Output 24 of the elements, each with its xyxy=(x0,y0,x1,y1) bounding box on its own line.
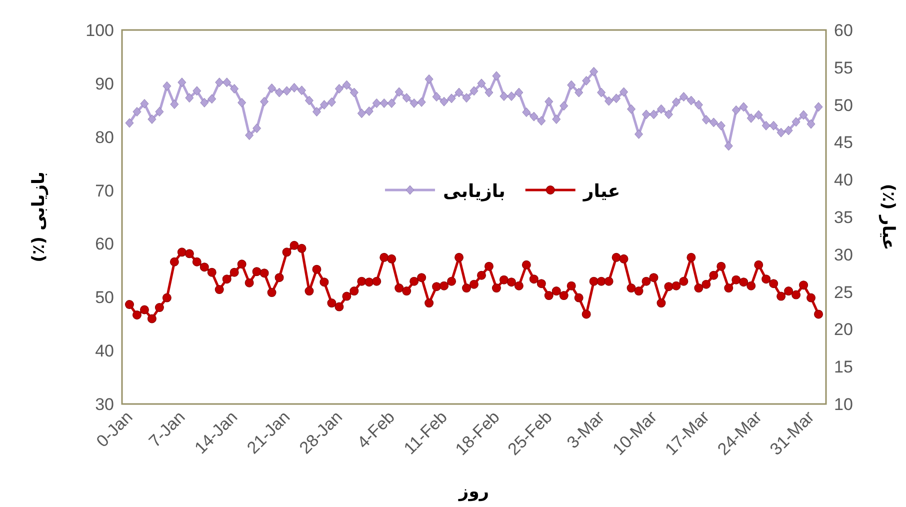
y2-tick-label: 15 xyxy=(834,358,853,377)
y2-tick-label: 55 xyxy=(834,58,853,78)
y2-axis-title: عیار (٪) xyxy=(878,184,898,250)
y2-tick-label: 45 xyxy=(834,133,853,152)
y2-tick-label: 60 xyxy=(834,21,853,40)
y-tick-label: 60 xyxy=(95,234,114,254)
y2-tick-label: 10 xyxy=(834,395,853,414)
y-tick-label: 80 xyxy=(95,128,114,147)
y-tick-label: 40 xyxy=(95,342,114,361)
y2-tick-label: 20 xyxy=(834,320,853,340)
y2-tick-label: 25 xyxy=(834,282,853,302)
y-tick-label: 100 xyxy=(86,21,114,40)
y2-tick-label: 35 xyxy=(834,208,853,227)
y2-tick-label: 40 xyxy=(834,170,853,190)
x-axis-title: روز xyxy=(458,482,490,502)
y-axis-title: بازیابی (٪) xyxy=(29,172,49,262)
legend-label: عیار xyxy=(582,181,620,202)
y-tick-label: 70 xyxy=(95,181,114,200)
y-tick-label: 50 xyxy=(95,288,114,308)
y2-tick-label: 50 xyxy=(834,96,853,115)
y-tick-label: 30 xyxy=(95,395,114,414)
y-tick-label: 90 xyxy=(95,74,114,94)
legend-label: بازیابی xyxy=(443,181,506,202)
y2-tick-label: 30 xyxy=(834,245,853,264)
